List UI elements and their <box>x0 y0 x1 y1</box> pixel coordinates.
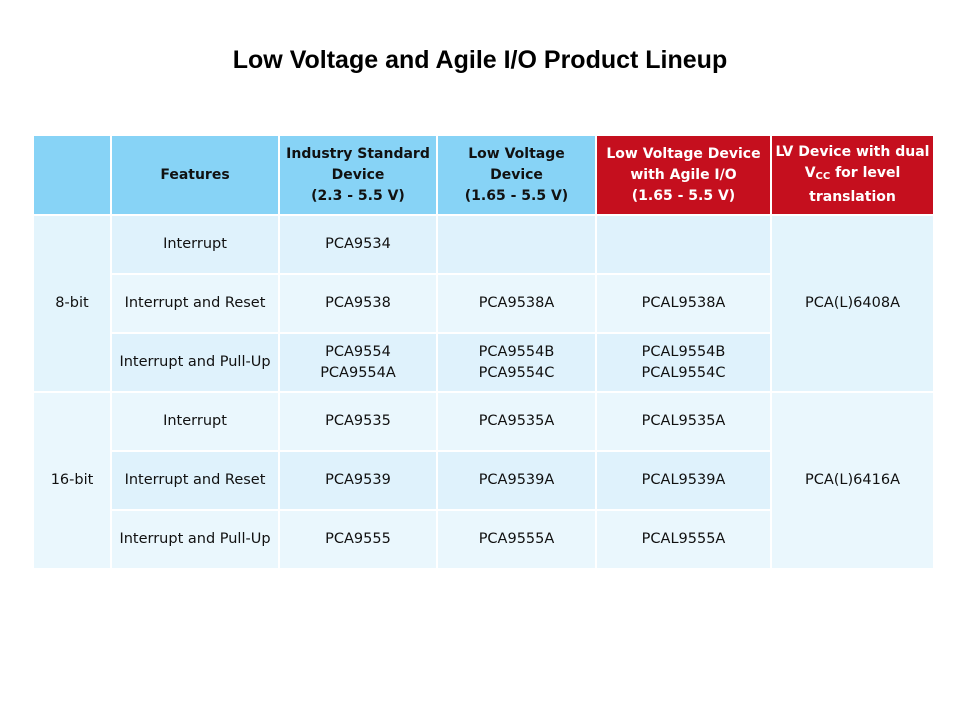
header-line: Industry Standard <box>286 145 430 162</box>
industry-cell: PCA9535 <box>280 393 436 450</box>
agile-cell: PCAL9538A <box>597 275 770 332</box>
part-number: PCA9554 <box>325 343 391 360</box>
agile-cell: PCAL9535A <box>597 393 770 450</box>
feature-cell: Interrupt and Reset <box>112 275 278 332</box>
vcc-subscript: CC <box>815 171 831 182</box>
header-features: Features <box>112 136 278 214</box>
table-row: Interrupt and Pull-Up PCA9554 PCA9554A P… <box>34 334 933 391</box>
table-row: 16-bit Interrupt PCA9535 PCA9535A PCAL95… <box>34 393 933 568</box>
header-line: (1.65 - 5.5 V) <box>464 187 569 204</box>
header-line-rest: for level <box>830 165 901 181</box>
agile-cell: PCAL9539A <box>597 452 770 509</box>
header-line: VCC for level <box>774 163 931 187</box>
low-voltage-cell <box>438 216 595 273</box>
header-blank <box>34 136 110 214</box>
feature-cell: Interrupt <box>112 216 278 273</box>
header-line: with Agile I/O <box>630 166 737 183</box>
industry-cell: PCA9534 <box>280 216 436 273</box>
feature-cell: Interrupt and Pull-Up <box>112 511 278 568</box>
feature-cell: Interrupt and Reset <box>112 452 278 509</box>
header-industry-standard: Industry Standard Device (2.3 - 5.5 V) <box>280 136 436 214</box>
low-voltage-cell: PCA9555A <box>438 511 595 568</box>
header-line: Low Voltage Device <box>468 145 565 183</box>
table-row: Interrupt and Pull-Up PCA9555 PCA9555A P… <box>34 511 933 568</box>
dual-device-16bit: PCA(L)6416A <box>772 393 933 568</box>
low-voltage-cell: PCA9539A <box>438 452 595 509</box>
industry-cell: PCA9555 <box>280 511 436 568</box>
industry-cell: PCA9554 PCA9554A <box>280 334 436 391</box>
vcc-v: V <box>804 165 816 181</box>
agile-cell: PCAL9555A <box>597 511 770 568</box>
low-voltage-cell: PCA9535A <box>438 393 595 450</box>
part-number: PCA9554C <box>478 364 555 381</box>
agile-cell <box>597 216 770 273</box>
header-line: Low Voltage Device <box>606 145 761 162</box>
header-line: Device <box>331 166 385 183</box>
group-label-8bit: 8-bit <box>34 216 110 391</box>
header-line: translation <box>809 189 896 205</box>
agile-cell: PCAL9554B PCAL9554C <box>597 334 770 391</box>
feature-cell: Interrupt <box>112 393 278 450</box>
header-lv-dual-vcc: LV Device with dual VCC for level transl… <box>772 136 933 214</box>
feature-cell: Interrupt and Pull-Up <box>112 334 278 391</box>
industry-cell: PCA9539 <box>280 452 436 509</box>
header-agile-io: Low Voltage Device with Agile I/O (1.65 … <box>597 136 770 214</box>
product-lineup-table: Features Industry Standard Device (2.3 -… <box>32 134 935 570</box>
header-line: (1.65 - 5.5 V) <box>631 187 736 204</box>
table-row: Interrupt and Reset PCA9538 PCA9538A PCA… <box>34 275 933 332</box>
group-label-16bit: 16-bit <box>34 393 110 568</box>
header-low-voltage: Low Voltage Device (1.65 - 5.5 V) <box>438 136 595 214</box>
part-number: PCAL9554B <box>641 343 726 360</box>
header-line: (2.3 - 5.5 V) <box>311 187 405 204</box>
low-voltage-cell: PCA9538A <box>438 275 595 332</box>
low-voltage-cell: PCA9554B PCA9554C <box>438 334 595 391</box>
table-row: 8-bit Interrupt PCA9534 PCA(L)6408A <box>34 216 933 391</box>
dual-device-8bit: PCA(L)6408A <box>772 216 933 391</box>
industry-cell: PCA9538 <box>280 275 436 332</box>
part-number: PCA9554A <box>320 364 396 381</box>
page-title: Low Voltage and Agile I/O Product Lineup <box>232 46 728 74</box>
part-number: PCA9554B <box>478 343 555 360</box>
header-row: Features Industry Standard Device (2.3 -… <box>34 136 933 214</box>
header-line: LV Device with dual <box>775 144 930 160</box>
table-row: Interrupt and Reset PCA9539 PCA9539A PCA… <box>34 452 933 509</box>
part-number: PCAL9554C <box>641 364 726 381</box>
